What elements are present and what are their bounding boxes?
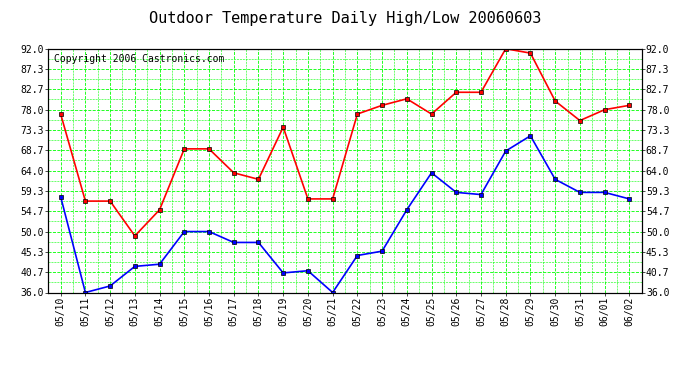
Text: Copyright 2006 Castronics.com: Copyright 2006 Castronics.com — [55, 54, 225, 64]
Text: Outdoor Temperature Daily High/Low 20060603: Outdoor Temperature Daily High/Low 20060… — [149, 11, 541, 26]
